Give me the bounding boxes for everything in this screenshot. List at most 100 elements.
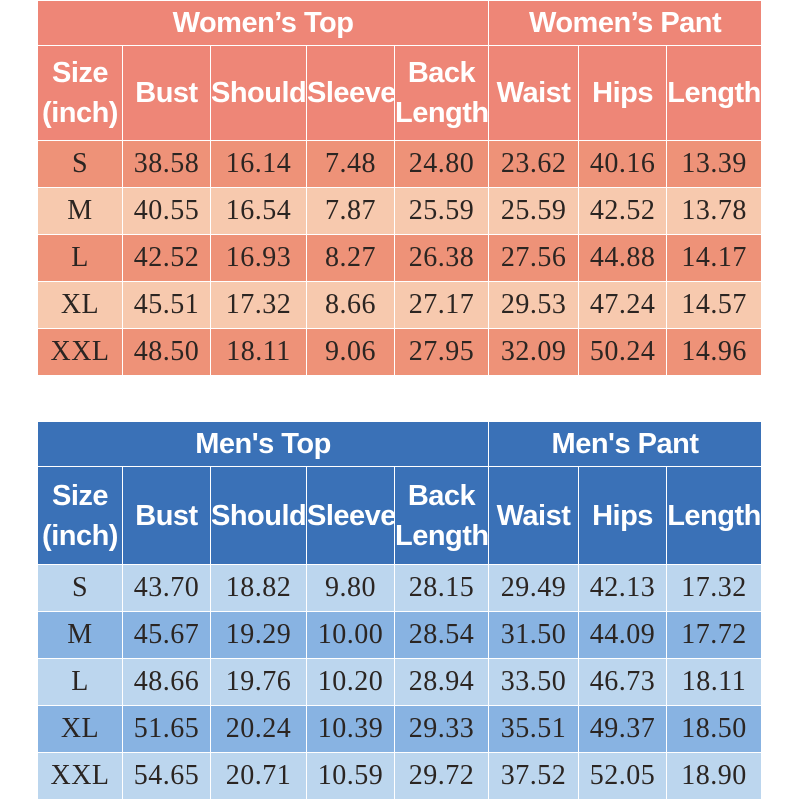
waist-cell: 33.50 [488, 658, 580, 706]
length-cell: 18.90 [666, 752, 763, 800]
shoulder-cell: 16.54 [210, 187, 307, 235]
column-header-back-length: Back Length [393, 45, 490, 141]
bust-cell: 43.70 [122, 564, 211, 612]
women-column-header-row: Size(inch) Bust Shoulder Sleeve BackLeng… [37, 45, 763, 141]
men-size-chart: Men's Top Men's Pant Size (inch) Bust Sho… [36, 421, 763, 800]
length-cell: 14.96 [666, 328, 763, 376]
column-header-label: Waist [496, 499, 571, 532]
sleeve-cell: 10.20 [306, 658, 395, 706]
bust-cell: 51.65 [122, 705, 211, 753]
hips-cell: 49.37 [578, 705, 668, 753]
table-row: XXL 54.65 20.71 10.59 29.72 37.52 52.05 … [37, 752, 763, 800]
size-cell: M [37, 187, 123, 235]
column-header-sleeve: Sleeve [306, 45, 395, 141]
back-length-cell: 28.15 [393, 564, 490, 612]
table-row: XL 51.65 20.24 10.39 29.33 35.51 49.37 1… [37, 705, 763, 753]
column-header-label: Length [667, 77, 761, 109]
column-header-label: Shoulder [211, 77, 307, 109]
waist-cell: 29.53 [488, 281, 580, 329]
hips-cell: 40.16 [578, 140, 668, 188]
hips-cell: 44.09 [578, 611, 668, 659]
size-cell: XXL [37, 328, 123, 376]
women-top-title: Women’s Top [36, 0, 490, 46]
shoulder-cell: 18.82 [210, 564, 307, 612]
column-header-back-length: Back Length [393, 466, 490, 565]
bust-cell: 38.58 [122, 140, 211, 188]
length-cell: 14.17 [666, 234, 763, 282]
waist-cell: 37.52 [488, 752, 580, 800]
column-header-label: Sleeve [307, 499, 395, 532]
length-cell: 13.78 [666, 187, 763, 235]
sleeve-cell: 7.48 [306, 140, 395, 188]
table-row: L 48.66 19.76 10.20 28.94 33.50 46.73 18… [37, 658, 763, 706]
column-header-waist: Waist [488, 45, 580, 141]
shoulder-cell: 19.29 [210, 611, 307, 659]
column-header-label: Length [667, 499, 761, 532]
bust-cell: 45.51 [122, 281, 211, 329]
length-cell: 18.50 [666, 705, 763, 753]
shoulder-cell: 16.14 [210, 140, 307, 188]
column-header-bust: Bust [122, 466, 211, 565]
waist-cell: 29.49 [488, 564, 580, 612]
length-cell: 18.11 [666, 658, 763, 706]
size-cell: XL [37, 705, 123, 753]
column-header-waist: Waist [488, 466, 580, 565]
shoulder-cell: 18.11 [210, 328, 307, 376]
size-cell: M [37, 611, 123, 659]
sleeve-cell: 8.27 [306, 234, 395, 282]
length-cell: 17.72 [666, 611, 763, 659]
column-header-shoulder: Shoulder [210, 466, 307, 565]
length-cell: 13.39 [666, 140, 763, 188]
shoulder-cell: 20.71 [210, 752, 307, 800]
sleeve-cell: 9.06 [306, 328, 395, 376]
column-header-length: Length [666, 45, 763, 141]
table-row: XL 45.51 17.32 8.66 27.17 29.53 47.24 14… [37, 281, 763, 329]
shoulder-cell: 17.32 [210, 281, 307, 329]
size-cell: S [37, 140, 123, 188]
men-group-header-row: Men's Top Men's Pant [36, 421, 763, 467]
column-header-label: Size (inch) [42, 479, 118, 552]
bust-cell: 42.52 [122, 234, 211, 282]
bust-cell: 54.65 [122, 752, 211, 800]
men-top-title: Men's Top [36, 421, 490, 467]
column-header-label: Bust [135, 77, 198, 109]
shoulder-cell: 19.76 [210, 658, 307, 706]
shoulder-cell: 16.93 [210, 234, 307, 282]
waist-cell: 35.51 [488, 705, 580, 753]
women-pant-title: Women’s Pant [488, 0, 763, 46]
sleeve-cell: 9.80 [306, 564, 395, 612]
bust-cell: 40.55 [122, 187, 211, 235]
column-header-shoulder: Shoulder [210, 45, 307, 141]
column-header-label: Back Length [395, 479, 489, 552]
back-length-cell: 29.72 [393, 752, 490, 800]
women-size-chart: Women’s Top Women’s Pant Size (inch) Bust… [36, 0, 763, 376]
back-length-cell: 27.17 [393, 281, 490, 329]
bust-cell: 48.50 [122, 328, 211, 376]
waist-cell: 23.62 [488, 140, 580, 188]
column-header-hips: Hips [578, 45, 668, 141]
length-cell: 17.32 [666, 564, 763, 612]
women-group-header-row: Women’s Top Women’s Pant [36, 0, 763, 46]
column-header-bust: Bust [122, 45, 211, 141]
table-row: XXL 48.50 18.11 9.06 27.95 32.09 50.24 1… [37, 328, 763, 376]
column-header-label: Shoulder [211, 499, 307, 532]
column-header-length: Length [666, 466, 763, 565]
column-header-size: Size (inch) [37, 466, 123, 565]
table-row: L 42.52 16.93 8.27 26.38 27.56 44.88 14.… [37, 234, 763, 282]
table-row: M 45.67 19.29 10.00 28.54 31.50 44.09 17… [37, 611, 763, 659]
hips-cell: 47.24 [578, 281, 668, 329]
hips-cell: 42.52 [578, 187, 668, 235]
bust-cell: 48.66 [122, 658, 211, 706]
size-cell: L [37, 234, 123, 282]
back-length-cell: 26.38 [393, 234, 490, 282]
back-length-cell: 29.33 [393, 705, 490, 753]
hips-cell: 42.13 [578, 564, 668, 612]
size-cell: S [37, 564, 123, 612]
sleeve-cell: 10.00 [306, 611, 395, 659]
bust-cell: 45.67 [122, 611, 211, 659]
hips-cell: 46.73 [578, 658, 668, 706]
men-column-header-row: Size(inch) Bust Shoulder Sleeve BackLeng… [37, 466, 763, 565]
waist-cell: 25.59 [488, 187, 580, 235]
length-cell: 14.57 [666, 281, 763, 329]
column-header-label: Bust [135, 499, 198, 532]
